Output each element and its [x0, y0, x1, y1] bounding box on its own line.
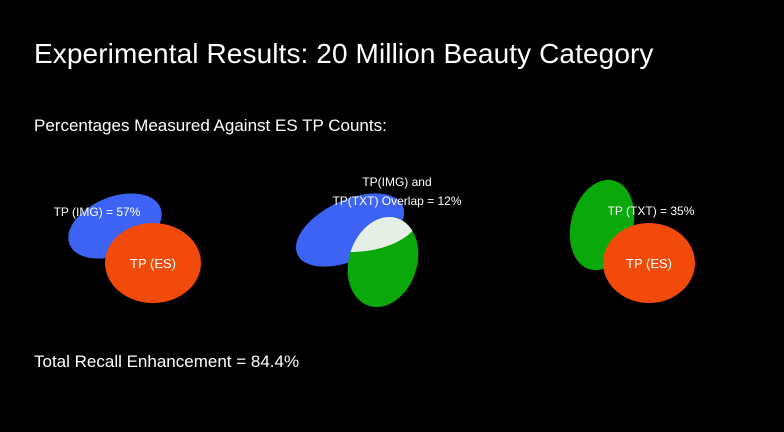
es-ellipse-left [105, 223, 201, 303]
total-recall-enhancement: Total Recall Enhancement = 84.4% [34, 352, 300, 371]
slide-subtitle: Percentages Measured Against ES TP Count… [34, 116, 387, 135]
overlap-region [347, 217, 419, 259]
img-percentage-label-left: TP (IMG) = 57% [54, 205, 141, 219]
es-label-right: TP (ES) [626, 256, 672, 271]
overlap-label-line1: TP(IMG) and [362, 175, 431, 189]
slide-title: Experimental Results: 20 Million Beauty … [34, 38, 654, 69]
es-label-left: TP (ES) [130, 256, 176, 271]
venn-left: TP (IMG) = 57% TP (ES) [54, 193, 201, 303]
overlap-label-line2: TP(TXT) Overlap = 12% [332, 194, 461, 208]
venn-middle: TP(IMG) and TP(TXT) Overlap = 12% [295, 175, 462, 307]
es-ellipse-right [603, 223, 695, 303]
txt-percentage-label-right: TP (TXT) = 35% [608, 204, 695, 218]
venn-right: TP (TXT) = 35% TP (ES) [569, 179, 695, 303]
